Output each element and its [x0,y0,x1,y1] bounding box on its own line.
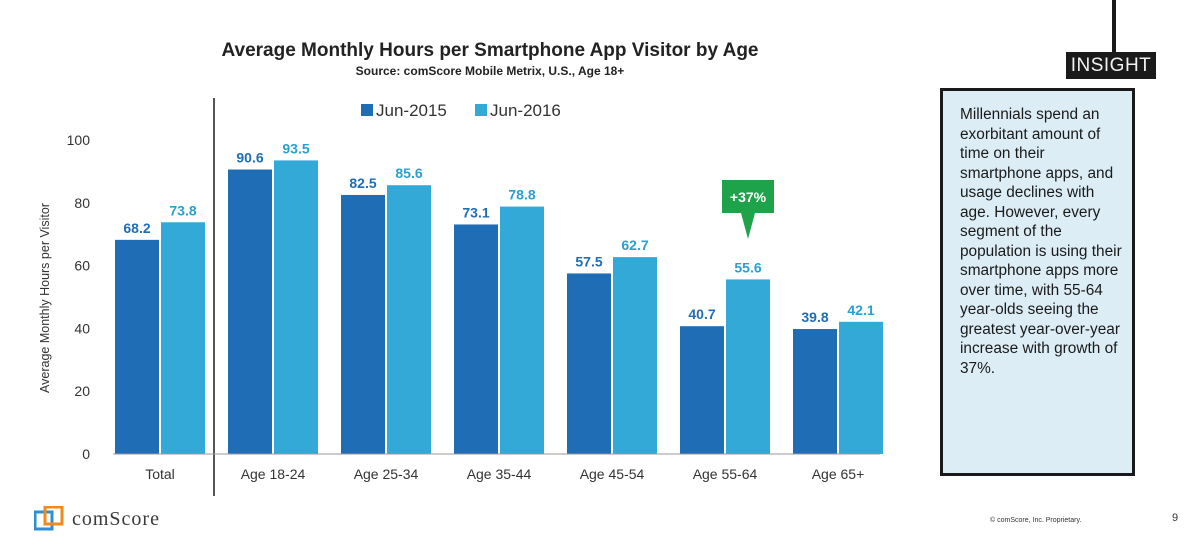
insight-text: Millennials spend an exorbitant amount o… [960,106,1122,377]
x-tick-label: Total [145,466,175,482]
bar-value-label: 90.6 [236,150,263,166]
bar-value-label: 40.7 [688,306,715,322]
bar-2015 [567,273,611,454]
bar-chart: Average Monthly Hours per Visitor 0 20 40 60… [38,98,883,496]
bar-value-label: 73.1 [462,204,489,220]
x-tick-label: Age 25-34 [354,466,419,482]
bar-value-label: 93.5 [282,140,309,156]
x-tick-label: Age 65+ [812,466,865,482]
bar-2016 [500,206,544,454]
bar-2015 [228,169,272,455]
x-tick-label: Age 18-24 [241,466,306,482]
y-tick-label: 40 [74,320,90,336]
bar-2016 [726,279,770,454]
y-axis-label: Average Monthly Hours per Visitor [38,203,52,393]
bar-2015 [793,329,837,454]
bar-value-label: 55.6 [734,259,761,275]
legend-label: Jun-2015 [376,101,447,120]
insight-connector-line [1112,0,1116,52]
y-tick-label: 20 [74,383,90,399]
bar-2016 [161,222,205,454]
bar-value-label: 85.6 [395,165,422,181]
legend-swatch [475,104,487,116]
bar-value-label: 73.8 [169,202,196,218]
y-tick-label: 80 [74,195,90,211]
bar-value-label: 82.5 [349,175,376,191]
bar-2015 [341,194,385,454]
insight-box: Millennials spend an exorbitant amount o… [940,88,1135,476]
bar-2016 [387,185,431,454]
bar-2015 [115,239,159,454]
x-tick-label: Age 55-64 [693,466,758,482]
legend-swatch [361,104,373,116]
bar-2015 [680,326,724,454]
bar-value-label: 57.5 [575,253,602,269]
chart-subtitle: Source: comScore Mobile Metrix, U.S., Ag… [355,64,625,78]
y-tick-label: 0 [82,446,90,462]
y-tick-label: 60 [74,258,90,274]
y-tick-label: 100 [67,132,91,148]
bar-value-label: 39.8 [801,309,828,325]
legend-label: Jun-2016 [490,101,561,120]
chart-title: Average Monthly Hours per Smartphone App… [221,40,759,61]
bar-value-label: 62.7 [621,237,648,253]
page-number: 9 [1172,512,1179,524]
callout-label: +37% [730,189,767,205]
bar-value-label: 78.8 [508,187,535,203]
bar-value-label: 42.1 [847,302,874,318]
callout-box [722,180,774,213]
callout-pointer [741,213,755,239]
bar-2016 [613,257,657,454]
bar-value-label: 68.2 [123,220,150,236]
copyright-text: © comScore, Inc. Proprietary. [990,517,1082,524]
bar-2016 [839,321,883,454]
x-tick-label: Age 35-44 [467,466,532,482]
comscore-logo-icon [34,506,64,531]
bar-2015 [454,224,498,454]
insight-tag: INSIGHT [1066,52,1156,79]
comscore-logo: comScore [34,506,160,532]
bar-2016 [274,160,318,454]
x-tick-label: Age 45-54 [580,466,645,482]
logo-text: comScore [72,507,160,530]
